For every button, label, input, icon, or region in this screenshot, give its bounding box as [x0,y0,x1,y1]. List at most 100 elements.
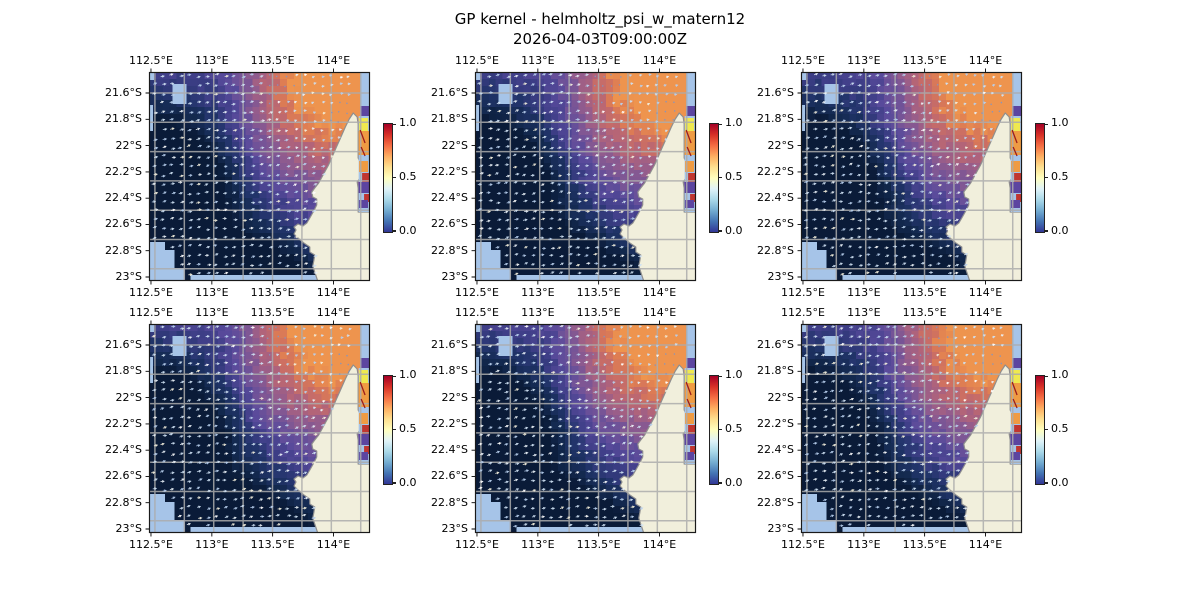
y-tick-label: 22.6°S [757,469,794,483]
x-tick-label-top: 113°E [521,306,555,319]
x-tick-label-top: 113.5°E [250,54,295,67]
quiver-arrows [477,72,679,276]
x-tick-label-bottom: 114°E [968,286,1003,299]
y-tick-label: 22.8°S [431,243,468,257]
x-tick-label-top: 113°E [195,54,229,67]
colorbar-tick-label: 1.0 [725,368,743,381]
subplot-r2c1: 112.5°E 112.5°E 113°E 113°E 113.5°E 113.5°E 11… [105,306,416,551]
x-tick-label-bottom: 113.5°E [576,538,621,551]
x-tick-label-bottom: 113°E [847,538,881,551]
map-overlay-svg [471,320,697,537]
colorbar-tick-label: 0.0 [725,224,743,237]
quiver-arrows [803,324,1005,527]
colorbar-tick-label: 0.5 [1051,422,1069,435]
colorbar-tick-label: 0.5 [725,422,743,435]
x-tick-label-top: 114°E [968,306,1003,319]
subplot-r1c2: 112.5°E 112.5°E 113°E 113°E 113.5°E 113.5°E 11… [431,54,742,299]
x-tick-label-top: 113.5°E [902,54,947,67]
x-tick-label-bottom: 114°E [642,538,677,551]
grid-lines [475,324,696,533]
x-tick-label-top: 113°E [521,54,555,67]
x-tick-label-bottom: 112.5°E [128,538,173,551]
axis-tick-marks [145,320,334,537]
masked-gulf-cells [358,324,370,464]
y-tick-label: 22.4°S [757,443,794,457]
y-tick-label: 21.8°S [105,112,142,126]
map-overlay-svg [145,320,371,537]
x-tick-label-top: 113°E [195,306,229,319]
y-tick-label: 21.6°S [757,338,794,351]
y-tick-label: 21.8°S [757,364,794,378]
y-tick-label: 22°S [767,138,794,152]
grid-lines [149,72,370,281]
quiver-arrows [477,324,679,528]
x-tick-label-bottom: 113.5°E [576,286,621,299]
y-tick-label: 21.6°S [431,338,468,351]
colorbar-tick-label: 1.0 [1051,368,1069,381]
x-tick-label-bottom: 113.5°E [250,286,295,299]
x-tick-label-top: 114°E [642,306,677,319]
axis-border [800,323,1023,534]
y-tick-label: 22.2°S [757,416,794,430]
axis-tick-marks [471,320,660,537]
x-tick-label-bottom: 114°E [968,538,1003,551]
x-tick-label-bottom: 112.5°E [454,538,499,551]
red-arrows [359,381,366,409]
x-tick-label-top: 112.5°E [780,54,825,67]
subplot-r2c2: 112.5°E 112.5°E 113°E 113°E 113.5°E 113.5°E 11… [431,306,742,551]
y-tick-label: 22.8°S [431,495,468,509]
y-tick-label: 22.6°S [431,217,468,231]
colorbar-tick-label: 0.0 [1051,224,1069,237]
x-tick-label-top: 113.5°E [576,54,621,67]
masked-gulf-cells [684,324,696,464]
axis-border [474,71,697,282]
y-tick-label: 22.4°S [431,443,468,457]
y-tick-label: 23°S [767,270,794,283]
y-tick-label: 21.6°S [105,86,142,99]
colorbar-tick-mark [718,482,722,484]
x-tick-label-top: 112.5°E [128,54,173,67]
axis-tick-marks [471,68,660,285]
x-tick-label-top: 112.5°E [454,306,499,319]
colorbar-tick-mark [392,123,396,125]
y-tick-label: 22°S [441,390,468,404]
colorbar-tick-mark [392,428,396,431]
x-tick-label-top: 113°E [847,306,881,319]
x-tick-label-bottom: 114°E [642,286,677,299]
colorbar-tick-mark [1044,482,1048,484]
y-tick-label: 22.4°S [105,191,142,205]
subplot-r2c3: 112.5°E 112.5°E 113°E 113°E 113.5°E 113.5°E 11… [757,306,1068,551]
axis-border [148,71,371,282]
x-tick-label-bottom: 113°E [195,286,229,299]
y-tick-label: 22.2°S [431,164,468,178]
y-tick-label: 22.8°S [105,495,142,509]
x-tick-label-top: 114°E [968,54,1003,67]
y-tick-label: 22.8°S [757,243,794,257]
x-tick-label-top: 113.5°E [250,306,295,319]
x-tick-label-bottom: 112.5°E [780,286,825,299]
colorbar-tick-label: 0.5 [399,170,417,183]
x-tick-label-top: 113.5°E [576,306,621,319]
red-arrows [359,129,366,157]
y-tick-label: 22°S [767,390,794,404]
y-tick-label: 22°S [115,138,142,152]
y-tick-label: 21.6°S [757,86,794,99]
axis-border [800,71,1023,282]
colorbar-tick-label: 0.0 [1051,476,1069,489]
figure-subtitle: 2026-04-03T09:00:00Z [513,30,687,48]
y-tick-label: 22.4°S [105,443,142,457]
x-tick-label-top: 113.5°E [902,306,947,319]
axis-border [148,323,371,534]
map-overlay-svg [145,68,371,285]
masked-gulf-cells [1010,72,1022,212]
quiver-arrows [803,72,1005,276]
colorbar-tick-mark [1044,176,1048,179]
y-tick-label: 21.6°S [105,338,142,351]
y-tick-label: 23°S [441,522,468,535]
x-tick-label-bottom: 113.5°E [902,538,947,551]
subplot-r1c1: 112.5°E 112.5°E 113°E 113°E 113.5°E 113.5°E 11… [105,54,416,299]
y-tick-label: 21.8°S [431,364,468,378]
y-tick-label: 21.6°S [431,86,468,99]
colorbar-tick-label: 1.0 [725,116,743,129]
